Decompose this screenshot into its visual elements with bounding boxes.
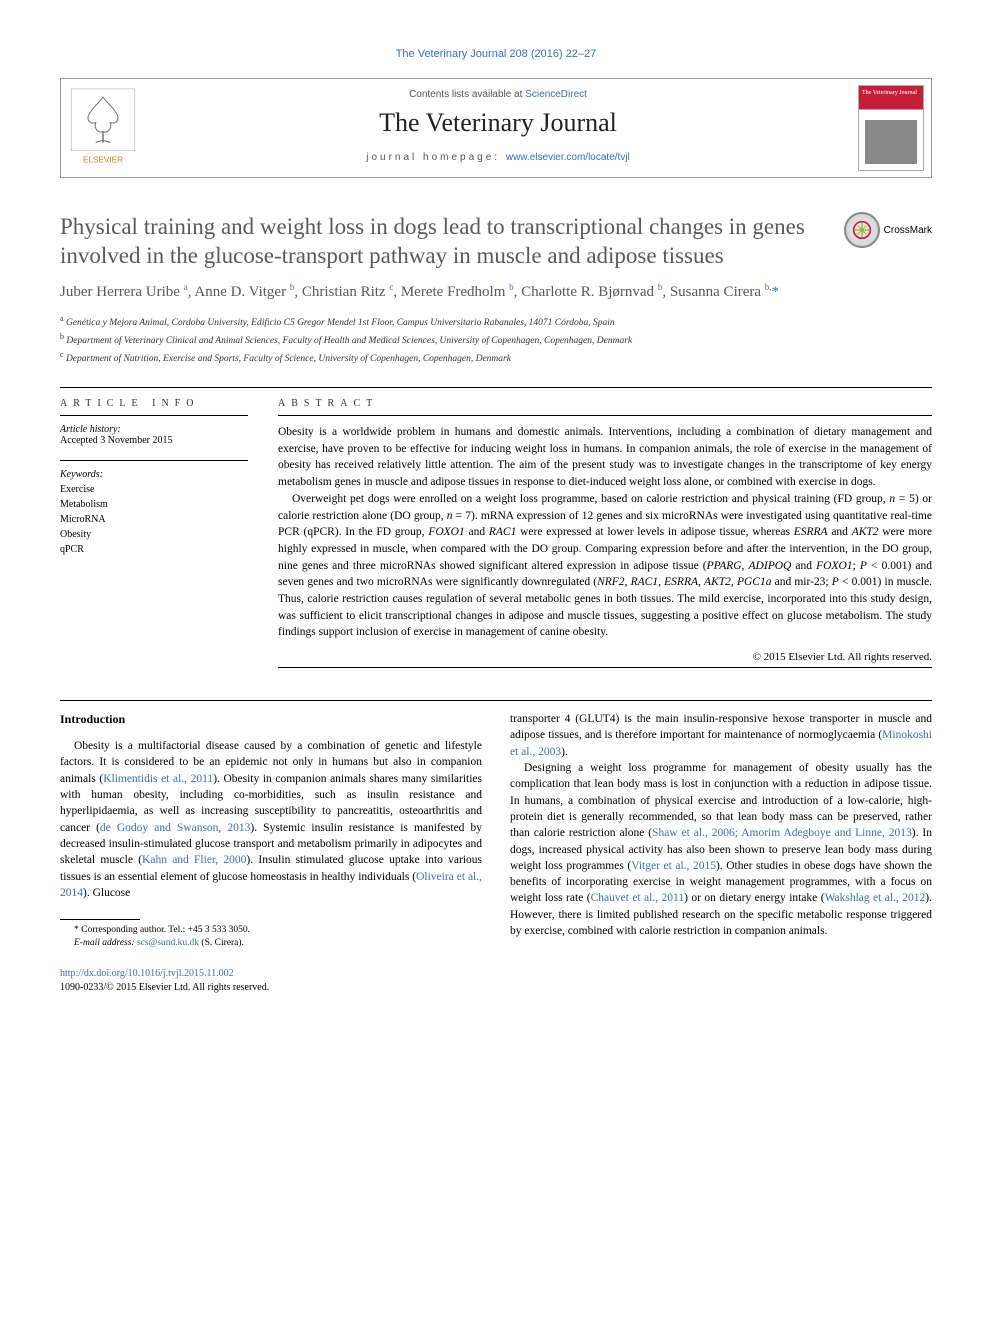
author-list: Juber Herrera Uribe a, Anne D. Vitger b,… <box>60 281 932 304</box>
contents-available-line: Contents lists available at ScienceDirec… <box>153 89 843 100</box>
abstract-heading: ABSTRACT <box>278 398 932 409</box>
body-para: Designing a weight loss programme for ma… <box>510 760 932 940</box>
abstract-divider <box>278 415 932 416</box>
publisher-logo[interactable]: ELSEVIER <box>61 79 145 177</box>
article-info-heading: ARTICLE INFO <box>60 398 248 409</box>
body-para: transporter 4 (GLUT4) is the main insuli… <box>510 711 932 760</box>
abstract-para: Overweight pet dogs were enrolled on a w… <box>278 491 932 641</box>
introduction-heading: Introduction <box>60 711 482 728</box>
elsevier-tree-icon: ELSEVIER <box>67 88 139 168</box>
crossmark-badge[interactable]: CrossMark <box>844 212 932 248</box>
corresponding-email-link[interactable]: scs@sund.ku.dk <box>137 938 199 948</box>
journal-homepage-link[interactable]: www.elsevier.com/locate/tvjl <box>506 152 630 163</box>
section-divider <box>60 387 932 388</box>
article-history-label: Article history: <box>60 424 248 435</box>
sciencedirect-link[interactable]: ScienceDirect <box>525 89 587 100</box>
footnote-separator <box>60 919 140 920</box>
keywords-list: ExerciseMetabolismMicroRNAObesityqPCR <box>60 482 248 557</box>
keywords-label: Keywords: <box>60 469 248 480</box>
issn-copyright: 1090-0233/© 2015 Elsevier Ltd. All right… <box>60 982 269 993</box>
doi-link[interactable]: http://dx.doi.org/10.1016/j.tvjl.2015.11… <box>60 968 234 979</box>
body-para: Obesity is a multifactorial disease caus… <box>60 738 482 901</box>
crossmark-icon <box>852 220 872 240</box>
info-divider <box>60 460 248 461</box>
masthead: ELSEVIER Contents lists available at Sci… <box>60 78 932 178</box>
corresponding-author-footnote: * Corresponding author. Tel.: +45 3 533 … <box>60 924 482 937</box>
abstract-copyright: © 2015 Elsevier Ltd. All rights reserved… <box>278 651 932 663</box>
article-body: Introduction Obesity is a multifactorial… <box>60 711 932 995</box>
abstract-divider <box>278 667 932 668</box>
info-divider <box>60 415 248 416</box>
footer-block: http://dx.doi.org/10.1016/j.tvjl.2015.11… <box>60 967 482 995</box>
affiliations: a Genética y Mejora Animal, Cordoba Univ… <box>60 313 932 367</box>
abstract-column: ABSTRACT Obesity is a worldwide problem … <box>278 398 932 676</box>
email-footnote: E-mail address: scs@sund.ku.dk (S. Cirer… <box>60 937 482 950</box>
article-title: Physical training and weight loss in dog… <box>60 212 826 271</box>
section-divider <box>60 700 932 701</box>
journal-cover-thumbnail[interactable]: The Veterinary Journal <box>851 79 931 177</box>
abstract-para: Obesity is a worldwide problem in humans… <box>278 424 932 491</box>
article-history-value: Accepted 3 November 2015 <box>60 435 248 446</box>
running-head: The Veterinary Journal 208 (2016) 22–27 <box>60 48 932 60</box>
journal-name: The Veterinary Journal <box>153 108 843 138</box>
svg-text:ELSEVIER: ELSEVIER <box>83 156 123 165</box>
journal-homepage-line: journal homepage: www.elsevier.com/locat… <box>153 152 843 163</box>
article-info-column: ARTICLE INFO Article history: Accepted 3… <box>60 398 248 676</box>
crossmark-label: CrossMark <box>884 225 932 236</box>
